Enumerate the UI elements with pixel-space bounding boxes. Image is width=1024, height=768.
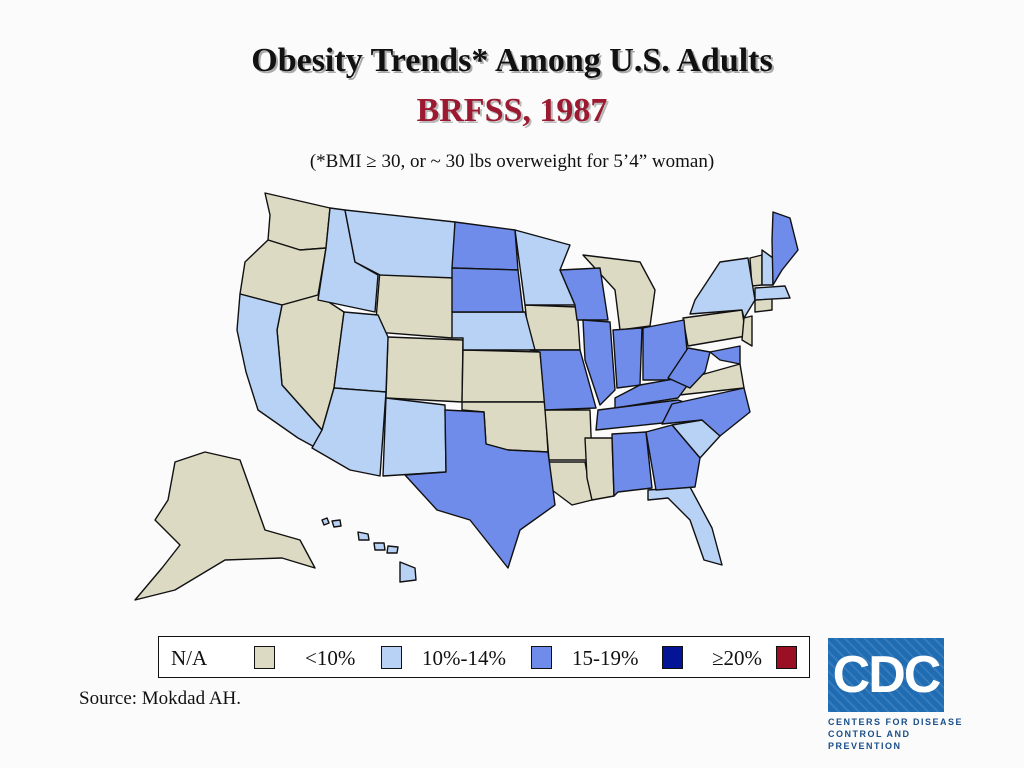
state-alaska (134, 451, 316, 601)
legend-swatch-15-19 (662, 646, 683, 669)
state-west-virginia (667, 347, 711, 389)
legend-swatch-under-10 (381, 646, 402, 669)
state-alabama (611, 431, 653, 497)
state-south-dakota (451, 267, 524, 313)
slide-title: Obesity Trends* Among U.S. Adults (251, 42, 773, 79)
state-texas (404, 409, 556, 569)
legend-label-20-plus: ≥20% (712, 646, 763, 670)
source-note: Source: Mokdad AH. (79, 688, 242, 709)
state-massachusetts (754, 285, 791, 301)
state-arkansas (544, 409, 593, 461)
bmi-footnote: (*BMI ≥ 30, or ~ 30 lbs overweight for 5… (309, 151, 715, 172)
legend-label-under-10: <10% (305, 646, 356, 670)
state-montana (344, 209, 456, 279)
state-indiana (612, 327, 643, 389)
state-new-hampshire (761, 249, 774, 286)
state-maryland (709, 345, 741, 365)
state-mississippi (584, 437, 615, 501)
state-nebraska (451, 311, 536, 351)
state-north-dakota (451, 221, 519, 271)
cdc-logo: CDC (828, 638, 944, 712)
state-missouri (529, 349, 597, 411)
state-oregon (239, 239, 327, 306)
state-wisconsin (559, 267, 609, 321)
state-hawaii (321, 517, 417, 583)
cdc-logo-tagline: Centers for Disease Control and Preventi… (828, 716, 978, 752)
legend-swatch-20-plus (776, 646, 797, 669)
state-pennsylvania (682, 309, 747, 347)
legend-swatch-10-14 (531, 646, 552, 669)
map-legend: N/A <10% 10%-14% 15-19% ≥20% (158, 636, 810, 678)
state-wyoming (374, 269, 456, 339)
state-georgia (645, 424, 701, 491)
state-minnesota (514, 229, 576, 306)
slide-subtitle: BRFSS, 1987 (416, 92, 608, 129)
state-colorado (385, 336, 464, 403)
state-illinois (582, 319, 616, 406)
state-maine (771, 211, 799, 286)
state-arizona (311, 387, 387, 477)
legend-label-na: N/A (171, 646, 208, 670)
state-kansas (461, 349, 546, 403)
state-north-carolina (661, 387, 751, 437)
legend-label-15-19: 15-19% (572, 646, 639, 670)
legend-swatch-na (254, 646, 275, 669)
legend-label-10-14: 10%-14% (422, 646, 506, 670)
state-new-jersey (741, 315, 753, 347)
state-new-york (689, 257, 756, 319)
cdc-tagline-line-1: Centers for Disease (828, 717, 964, 727)
state-new-mexico (382, 397, 447, 477)
state-louisiana (548, 461, 593, 506)
state-florida (647, 486, 723, 566)
cdc-tagline-line-2: Control and Prevention (828, 729, 911, 751)
state-utah (333, 311, 389, 393)
